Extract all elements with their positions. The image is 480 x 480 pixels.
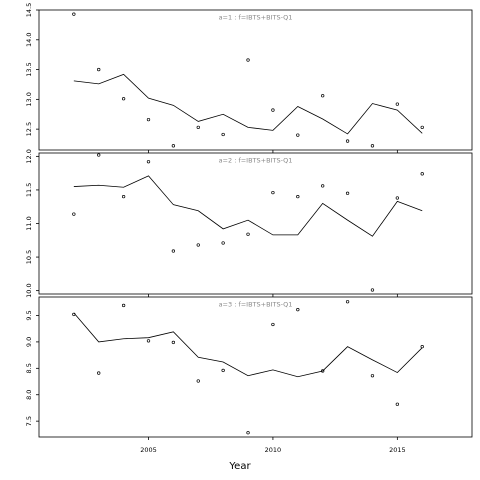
data-point [121,194,126,199]
y-tick-label: 11.5 [25,183,33,197]
panel-title: a=1 : f=IBTS+BITS-Q1 [219,14,293,22]
panel-1: a=1 : f=IBTS+BITS-Q1 12.5 13.0 13.5 14.0 14.5 [25,3,473,153]
data-point [395,196,399,200]
y-tick-label: 14.5 [25,3,33,17]
y-tick-label: 13.5 [25,62,33,76]
data-point [345,139,350,143]
data-point [271,108,275,112]
data-point [171,249,176,253]
fitted-line [73,73,423,135]
y-tick-label: 9.0 [25,337,33,347]
y-tick-label: 10.5 [25,250,33,264]
data-point [345,191,350,195]
panel-2: a=2 : f=IBTS+BITS-Q1 10.0 10.5 11.0 11.5 12.0 [25,149,473,298]
data-point [246,58,250,62]
panel-title: a=2 : f=IBTS+BITS-Q1 [219,157,293,165]
data-point [221,368,225,373]
data-point [97,67,101,72]
data-point [121,303,126,308]
data-point [321,369,325,373]
data-point [221,132,225,137]
data-point [370,374,375,378]
data-point [395,402,399,406]
fitted-line [73,312,423,378]
data-point [97,153,101,157]
panel-3: a=3 : f=IBTS+BITS-Q1 7.5 8.0 8.5 9.0 9.5 2005 2… [25,296,473,454]
y-tick-label: 9.5 [25,310,33,320]
y-tick-label: 12.5 [25,122,33,136]
data-point [271,322,275,327]
data-point [72,212,76,216]
data-point [420,125,424,130]
y-tick-label: 11.0 [25,216,33,230]
data-point [345,300,350,304]
data-point [296,133,300,137]
data-point [246,232,250,236]
data-point [370,288,375,292]
data-point [246,431,250,435]
x-axis-label: Year [228,461,251,472]
y-tick-label: 8.0 [25,390,33,400]
panel-title: a=3 : f=IBTS+BITS-Q1 [219,301,293,309]
data-point [72,312,76,317]
x-tick-label: 2015 [389,446,406,454]
data-point [196,379,200,383]
data-point [296,194,300,199]
data-point [395,102,399,106]
data-point [221,241,225,245]
y-tick-label: 12.0 [25,149,33,163]
data-point [97,371,101,375]
panel-frame [38,152,473,295]
y-tick-label: 14.0 [25,33,33,47]
data-point [370,144,375,148]
panel-frame [38,9,473,151]
data-point [296,308,300,312]
data-point [321,184,325,188]
x-tick-label: 2010 [265,446,282,454]
y-tick-label: 13.0 [25,92,33,106]
data-point [321,94,325,98]
y-tick-label: 10.0 [25,283,33,297]
data-point [171,340,176,345]
y-tick-label: 8.5 [25,363,33,373]
data-point [420,172,424,176]
data-point [72,12,76,16]
chart-panels: a=1 : f=IBTS+BITS-Q1 12.5 13.0 13.5 14.0 14.5… [25,3,473,454]
data-point [146,117,151,122]
data-point [196,125,200,130]
data-point [271,190,275,195]
data-point [420,345,424,349]
data-point [146,339,151,343]
data-point [196,243,200,247]
y-tick-label: 7.5 [25,416,33,426]
data-point [146,160,151,164]
data-point [121,97,126,101]
fitted-line [73,175,423,237]
x-tick-label: 2005 [140,446,157,454]
panel-frame [38,296,473,438]
data-point [171,144,176,148]
